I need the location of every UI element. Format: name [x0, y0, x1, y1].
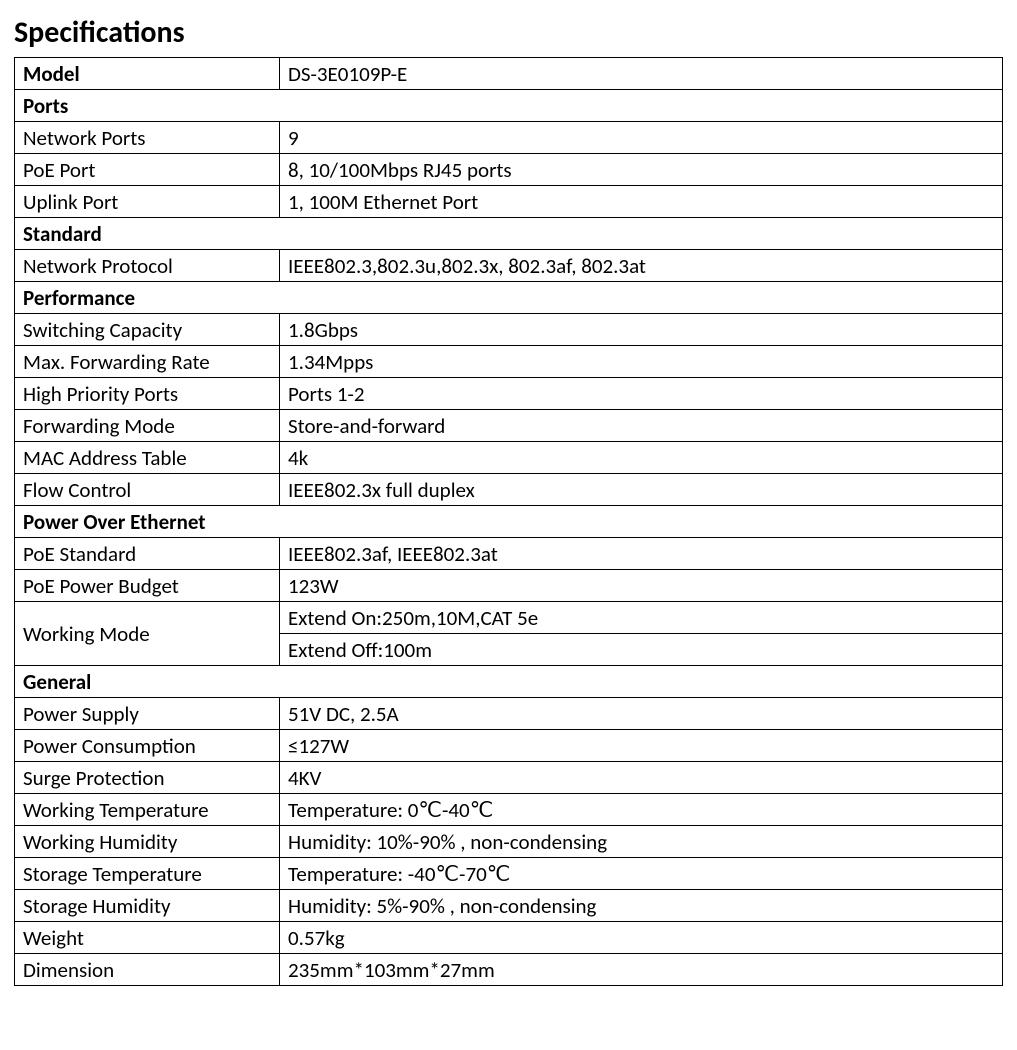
spec-value: 8, 10/100Mbps RJ45 ports — [280, 154, 1003, 186]
spec-value: IEEE802.3af, IEEE802.3at — [280, 538, 1003, 570]
spec-value: Temperature: 0℃-40℃ — [280, 794, 1003, 826]
spec-label: Flow Control — [15, 474, 280, 506]
section-header: Standard — [15, 218, 1003, 250]
spec-label: High Priority Ports — [15, 378, 280, 410]
spec-label: Power Consumption — [15, 730, 280, 762]
spec-value: Ports 1-2 — [280, 378, 1003, 410]
spec-value: 4KV — [280, 762, 1003, 794]
specifications-table: ModelDS-3E0109P-EPortsNetwork Ports9PoE … — [14, 57, 1003, 986]
page-title: Specifications — [14, 14, 1003, 51]
spec-value: 0.57kg — [280, 922, 1003, 954]
spec-value: 1, 100M Ethernet Port — [280, 186, 1003, 218]
spec-value: 123W — [280, 570, 1003, 602]
spec-label: Max. Forwarding Rate — [15, 346, 280, 378]
spec-value: 51V DC, 2.5A — [280, 698, 1003, 730]
spec-value: 235mm*103mm*27mm — [280, 954, 1003, 986]
spec-value: Humidity: 5%-90% , non-condensing — [280, 890, 1003, 922]
spec-value: 4k — [280, 442, 1003, 474]
spec-value: Extend On:250m,10M,CAT 5e — [280, 602, 1003, 634]
spec-value: IEEE802.3x full duplex — [280, 474, 1003, 506]
spec-label: Storage Humidity — [15, 890, 280, 922]
spec-label: PoE Standard — [15, 538, 280, 570]
spec-value: 1.34Mpps — [280, 346, 1003, 378]
spec-label: PoE Power Budget — [15, 570, 280, 602]
spec-label: Storage Temperature — [15, 858, 280, 890]
spec-value: IEEE802.3,802.3u,802.3x, 802.3af, 802.3a… — [280, 250, 1003, 282]
spec-label: Forwarding Mode — [15, 410, 280, 442]
spec-value: Store-and-forward — [280, 410, 1003, 442]
spec-value: Humidity: 10%-90% , non-condensing — [280, 826, 1003, 858]
section-header: Ports — [15, 90, 1003, 122]
spec-label: Working Humidity — [15, 826, 280, 858]
section-header: Performance — [15, 282, 1003, 314]
spec-value: DS-3E0109P-E — [280, 58, 1003, 90]
spec-label: PoE Port — [15, 154, 280, 186]
spec-label: Network Ports — [15, 122, 280, 154]
spec-label: Power Supply — [15, 698, 280, 730]
spec-value: Temperature: -40℃-70℃ — [280, 858, 1003, 890]
spec-label: Model — [15, 58, 280, 90]
spec-value: Extend Off:100m — [280, 634, 1003, 666]
spec-label: Network Protocol — [15, 250, 280, 282]
spec-label: Weight — [15, 922, 280, 954]
spec-label: Uplink Port — [15, 186, 280, 218]
spec-label: MAC Address Table — [15, 442, 280, 474]
spec-value: 1.8Gbps — [280, 314, 1003, 346]
spec-label: Dimension — [15, 954, 280, 986]
spec-label: Working Mode — [15, 602, 280, 666]
section-header: General — [15, 666, 1003, 698]
spec-label: Surge Protection — [15, 762, 280, 794]
spec-value: 9 — [280, 122, 1003, 154]
spec-label: Working Temperature — [15, 794, 280, 826]
spec-label: Switching Capacity — [15, 314, 280, 346]
section-header: Power Over Ethernet — [15, 506, 1003, 538]
spec-value: ≤127W — [280, 730, 1003, 762]
